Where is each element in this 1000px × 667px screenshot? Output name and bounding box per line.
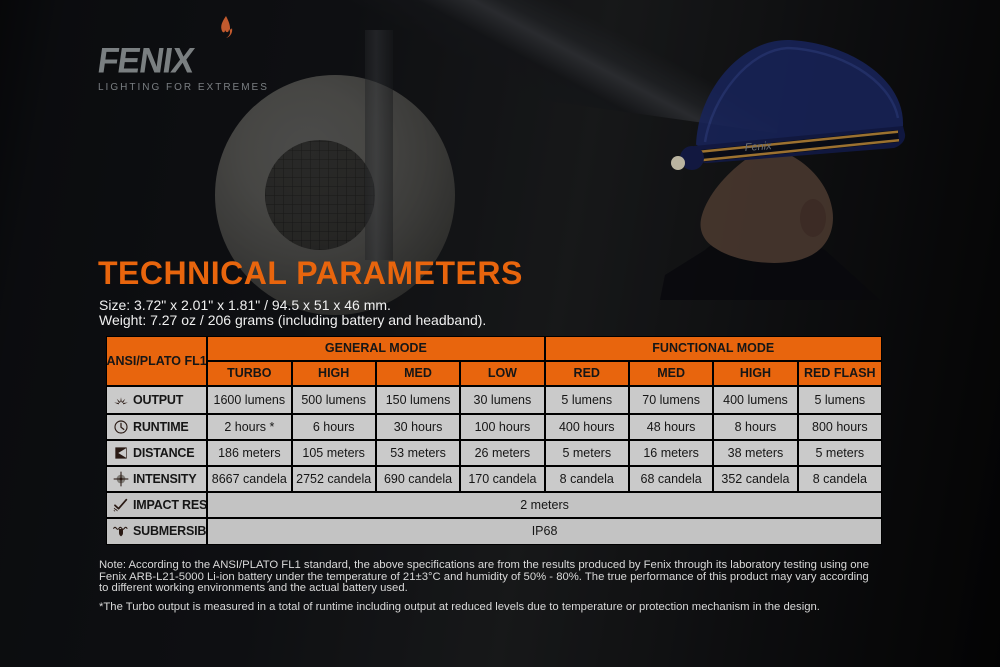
svg-text:Fenix: Fenix xyxy=(744,140,772,154)
